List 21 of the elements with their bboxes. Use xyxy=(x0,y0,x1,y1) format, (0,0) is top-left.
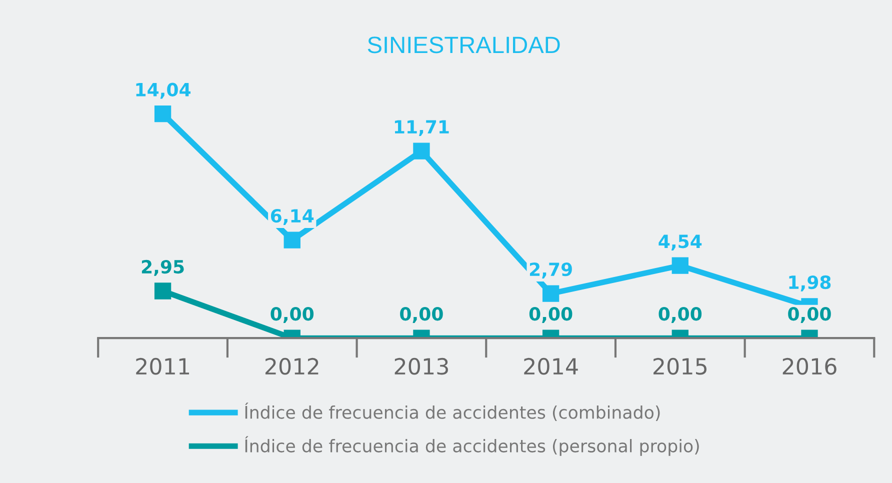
x-tick-label: 2012 xyxy=(265,358,318,375)
legend-label: Índice de frecuencia de accidentes (personal propio) xyxy=(245,436,699,456)
data-label: 2,95 xyxy=(142,260,184,276)
x-tick-label: 2015 xyxy=(654,358,706,375)
data-label: 6,14 xyxy=(270,209,314,225)
data-label: 0,00 xyxy=(788,307,831,324)
data-label: 14,04 xyxy=(136,82,191,99)
x-tick-label: 2014 xyxy=(524,358,578,375)
x-tick-label: 2011 xyxy=(136,358,190,375)
chart-title: SINIESTRALIDAD xyxy=(368,36,560,54)
data-label: 1,98 xyxy=(789,275,831,292)
x-tick-label: 2013 xyxy=(394,358,448,375)
legend-label: Índice de frecuencia de accidentes (combinado) xyxy=(245,402,660,421)
data-label: 4,54 xyxy=(658,234,702,251)
data-label: 0,00 xyxy=(270,307,314,324)
data-label: 2,79 xyxy=(530,262,572,278)
data-label: 11,71 xyxy=(394,120,449,136)
x-tick-label: 2016 xyxy=(782,358,836,375)
data-label: 0,00 xyxy=(400,307,443,324)
data-label: 0,00 xyxy=(658,307,702,324)
data-label: 0,00 xyxy=(529,307,572,324)
